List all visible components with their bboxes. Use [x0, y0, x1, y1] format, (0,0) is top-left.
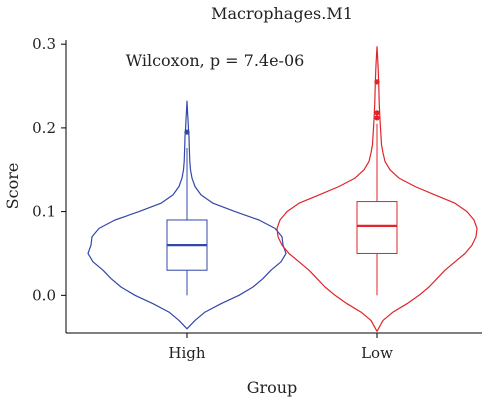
- outlier-point: [374, 79, 380, 85]
- outlier-point: [374, 115, 380, 121]
- outlier-point: [184, 129, 190, 135]
- outlier-point: [374, 110, 380, 116]
- y-tick-label: 0.1: [32, 203, 56, 221]
- y-tick-label: 0.0: [32, 286, 56, 304]
- violin-group-high: [87, 100, 287, 330]
- plot-area: [87, 46, 478, 332]
- chart-title: Macrophages.M1: [211, 4, 353, 23]
- y-tick-label: 0.2: [32, 119, 56, 137]
- violin-shape: [276, 46, 478, 332]
- y-tick-label: 0.3: [32, 35, 56, 53]
- y-axis-ticks: 0.0 0.1 0.2 0.3: [32, 35, 66, 304]
- x-axis-title: Group: [247, 378, 298, 397]
- iqr-box: [356, 201, 398, 254]
- x-tick-label: High: [168, 344, 205, 362]
- x-axis-ticks: High Low: [168, 333, 393, 362]
- stat-annotation: Wilcoxon, p = 7.4e-06: [126, 51, 305, 70]
- y-axis-title: Score: [3, 163, 22, 210]
- violin-shape: [87, 100, 287, 330]
- x-tick-label: Low: [361, 344, 393, 362]
- violin-group-low: [276, 46, 478, 332]
